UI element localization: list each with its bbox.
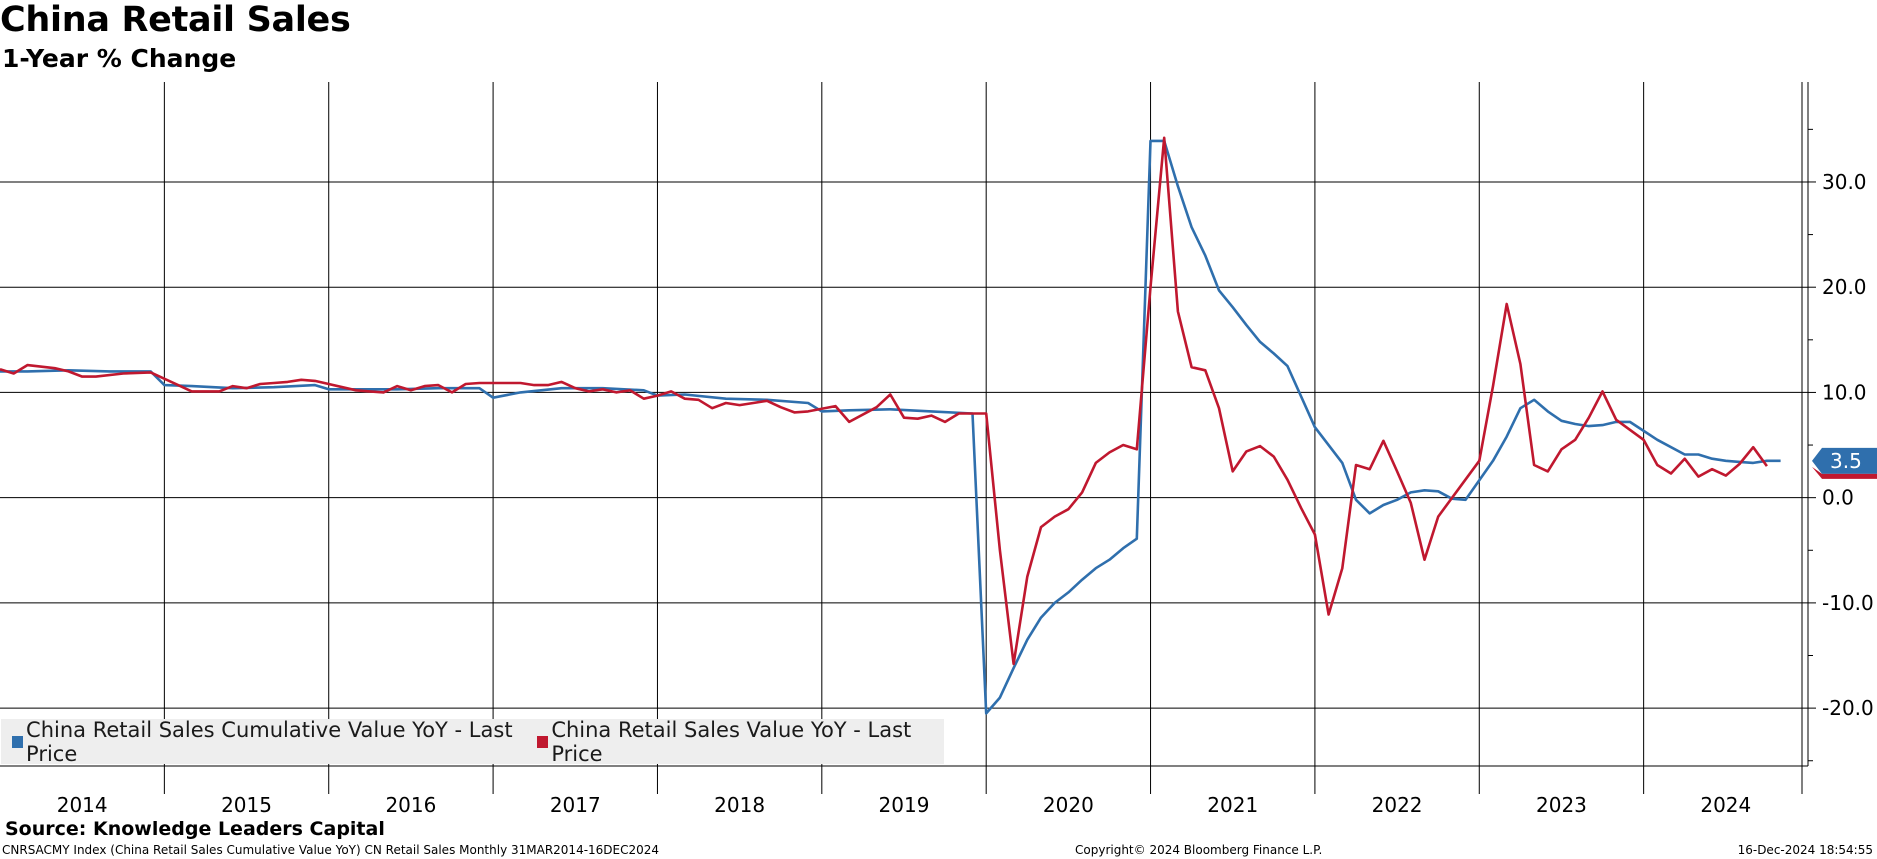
source-note: Source: Knowledge Leaders Capital [5, 818, 385, 840]
x-tick-label: 2020 [1043, 793, 1094, 817]
x-tick-label: 2019 [879, 793, 930, 817]
legend-label-cumulative: China Retail Sales Cumulative Value YoY … [26, 717, 513, 766]
y-tick-label: 0.0 [1822, 486, 1854, 510]
series-line-cumulative [0, 139, 1781, 715]
chart-legend: China Retail Sales Cumulative Value YoY … [1, 718, 944, 766]
y-tick-label: -10.0 [1822, 591, 1874, 615]
x-tick-label: 2023 [1536, 793, 1587, 817]
legend-item-cumulative: China Retail Sales Cumulative Value YoY … [12, 718, 527, 766]
legend-swatch-monthly [537, 735, 549, 748]
y-tick-label: -20.0 [1822, 696, 1874, 720]
y-tick-label: 30.0 [1822, 170, 1867, 194]
footer-timestamp: 16-Dec-2024 18:54:55 [1737, 843, 1873, 857]
series-line-monthly [0, 136, 1768, 666]
x-tick-label: 2018 [714, 793, 765, 817]
last-value-badge [1812, 447, 1877, 474]
chart-title: China Retail Sales [0, 0, 351, 40]
x-tick-label: 2022 [1372, 793, 1423, 817]
legend-swatch-cumulative [12, 735, 24, 748]
legend-item-monthly: China Retail Sales Value YoY - Last Pric… [537, 718, 936, 766]
x-tick-label: 2017 [550, 793, 601, 817]
x-tick-label: 2016 [385, 793, 436, 817]
x-tick-label: 2014 [57, 793, 108, 817]
chart-subtitle: 1-Year % Change [2, 44, 237, 73]
last-value-badge-secondary [1812, 466, 1877, 479]
footer-copyright: Copyright© 2024 Bloomberg Finance L.P. [1075, 843, 1323, 857]
x-tick-label: 2021 [1207, 793, 1258, 817]
legend-label-monthly: China Retail Sales Value YoY - Last Pric… [551, 717, 912, 766]
y-tick-label: 10.0 [1822, 380, 1867, 404]
y-tick-label: 20.0 [1822, 275, 1867, 299]
footer-series-info: CNRSACMY Index (China Retail Sales Cumul… [2, 843, 660, 857]
x-tick-label: 2024 [1700, 793, 1751, 817]
last-value-label: 3.5 [1830, 449, 1862, 473]
x-tick-label: 2015 [221, 793, 272, 817]
